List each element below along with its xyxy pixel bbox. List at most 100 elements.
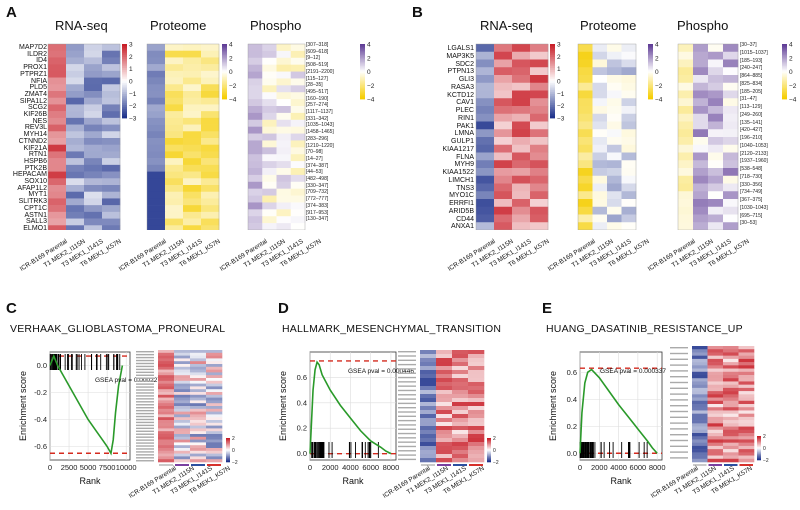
heatmap-cell bbox=[201, 205, 220, 213]
heatmap-cell bbox=[190, 425, 207, 429]
heatmap-cell bbox=[183, 151, 202, 159]
colorbar-tick-label: 0 bbox=[789, 69, 793, 76]
heatmap-cell bbox=[290, 44, 306, 52]
colorbar-segment bbox=[757, 442, 761, 444]
heatmap-cell bbox=[692, 387, 708, 392]
colorbar-tick-label: 3 bbox=[129, 42, 133, 49]
heatmap-cell bbox=[190, 411, 207, 415]
colorbar-segment bbox=[122, 105, 127, 108]
heatmap-cell bbox=[607, 199, 622, 208]
heatmap-cell bbox=[158, 392, 175, 396]
heatmap-cell bbox=[723, 106, 739, 115]
colorbar-segment bbox=[782, 61, 787, 64]
colorbar-segment bbox=[122, 56, 127, 60]
heatmap-cell bbox=[158, 425, 175, 429]
heatmap-cell bbox=[607, 44, 622, 53]
heatmap-cell bbox=[183, 185, 202, 193]
colorbar-segment bbox=[360, 72, 365, 75]
heatmap-cell bbox=[476, 152, 495, 161]
heatmap-cell bbox=[692, 397, 708, 402]
heatmap-cell bbox=[84, 77, 103, 85]
heatmap-cell bbox=[452, 430, 469, 435]
gene-label-mark bbox=[136, 371, 154, 374]
heatmap-cell bbox=[420, 398, 437, 403]
phospho-range-label: [135–141] bbox=[740, 119, 763, 126]
heatmap-cell bbox=[248, 112, 263, 121]
colorbar-segment bbox=[122, 81, 127, 84]
heatmap-cell bbox=[723, 168, 739, 177]
gene-label: LMNA bbox=[454, 130, 474, 138]
gene-label: MAP3K5 bbox=[446, 52, 474, 60]
heatmap-cell bbox=[290, 50, 306, 59]
phospho-range-label: [709–732] bbox=[306, 189, 329, 196]
heatmap-cell bbox=[692, 416, 708, 421]
heatmap-cell bbox=[530, 160, 549, 169]
heatmap-cell bbox=[183, 57, 202, 65]
heatmap-cell bbox=[436, 418, 453, 423]
heatmap-cell bbox=[452, 458, 469, 463]
heatmap-cell bbox=[158, 394, 175, 398]
heatmap-cell bbox=[494, 160, 513, 169]
colorbar-segment bbox=[550, 45, 555, 49]
heatmap-cell bbox=[84, 171, 103, 179]
heatmap-cell bbox=[693, 59, 709, 68]
heatmap-cell bbox=[468, 458, 485, 463]
heatmap-cell bbox=[174, 411, 191, 415]
gene-label-mark bbox=[136, 424, 154, 427]
heatmap-cell bbox=[436, 430, 453, 435]
gsea-plot-e: 0.00.20.40.60 2000 4000 6000 8000Enrichment … bbox=[548, 351, 666, 486]
heatmap-cell bbox=[476, 67, 495, 76]
heatmap-cell bbox=[276, 161, 292, 169]
colorbar-segment bbox=[122, 51, 127, 54]
gene-label: ID4 bbox=[36, 57, 47, 65]
heatmap-cell bbox=[692, 400, 708, 405]
heatmap-cell bbox=[183, 205, 202, 213]
heatmap-cell bbox=[707, 352, 724, 356]
gene-label-mark bbox=[398, 402, 416, 405]
heatmap-cell bbox=[420, 386, 437, 391]
gene-label: KCTD12 bbox=[447, 91, 474, 99]
colorbar-segment bbox=[122, 60, 127, 63]
x-axis-label: Rank bbox=[610, 476, 632, 486]
heatmap-cell bbox=[66, 158, 85, 166]
heatmap-cell bbox=[102, 91, 121, 99]
heatmap-cell bbox=[621, 160, 637, 169]
heatmap-cell bbox=[420, 350, 437, 355]
heatmap-cell bbox=[476, 214, 495, 223]
heatmap-cell bbox=[183, 178, 202, 186]
heatmap-cell bbox=[66, 198, 85, 206]
colorbar-segment bbox=[550, 69, 555, 73]
heatmap-cell bbox=[147, 111, 166, 119]
heatmap-cell bbox=[201, 84, 220, 92]
heatmap-cell bbox=[723, 397, 739, 402]
heatmap-cell bbox=[707, 407, 724, 411]
heatmap-cell bbox=[190, 361, 207, 365]
heatmap-b-phospho bbox=[677, 43, 739, 230]
gene-label-mark bbox=[136, 383, 154, 385]
heatmap-cell bbox=[201, 50, 220, 58]
x-tick-label: 4000 bbox=[610, 463, 627, 472]
gene-label-mark bbox=[136, 401, 154, 403]
y-tick-label: 0.0 bbox=[297, 449, 307, 458]
heatmap-cell bbox=[738, 378, 755, 382]
heatmap-cell bbox=[494, 90, 513, 99]
colorbar-segment bbox=[122, 82, 127, 86]
heatmap-cell bbox=[468, 374, 485, 379]
heatmap-cell bbox=[158, 439, 175, 443]
heatmap-cell bbox=[201, 117, 220, 125]
heatmap-cell bbox=[452, 450, 469, 455]
heatmap-cell bbox=[607, 82, 622, 91]
heatmap-cell bbox=[607, 75, 622, 84]
gene-label-mark bbox=[398, 381, 416, 383]
colorbar-segment bbox=[226, 438, 230, 440]
heatmap-cell bbox=[165, 225, 184, 230]
heatmap-cell bbox=[165, 97, 184, 105]
heatmap-cell bbox=[468, 450, 485, 455]
colorbar-segment bbox=[360, 45, 365, 48]
heatmap-cell bbox=[678, 199, 694, 208]
heatmap-cell bbox=[174, 436, 191, 440]
colorbar-segment bbox=[222, 63, 227, 66]
gene-label: LGALS1 bbox=[447, 45, 474, 52]
heatmap-cell bbox=[692, 384, 708, 389]
heatmap-cell bbox=[468, 394, 485, 399]
